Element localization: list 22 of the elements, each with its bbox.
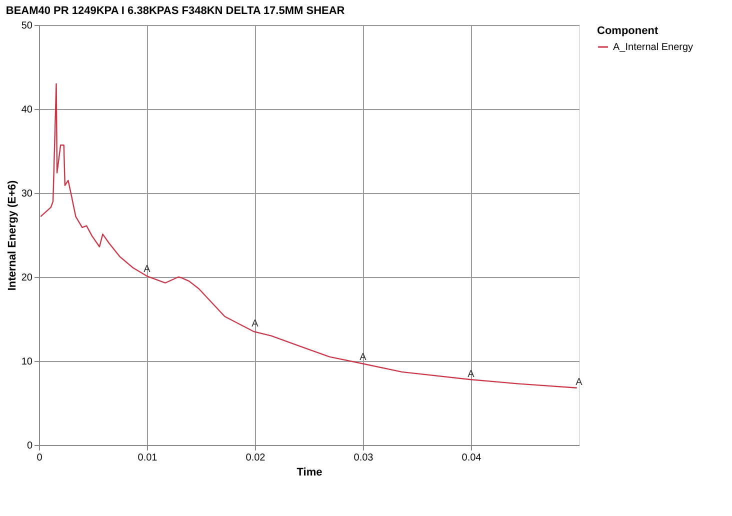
annotation: A <box>576 377 583 388</box>
y-tick-label: 40 <box>21 104 33 116</box>
y-tick-label: 0 <box>26 440 33 452</box>
line-series <box>40 83 578 388</box>
y-tick-label: 30 <box>21 188 33 200</box>
chart-title: BEAM40 PR 1249KPA I 6.38KPAS F348KN DELTA 17.5MM SHEAR <box>6 5 345 17</box>
legend-label: A_Internal Energy <box>613 42 694 53</box>
x-tick-label: 0.01 <box>138 452 158 464</box>
x-tick-label: 0.04 <box>462 452 482 464</box>
y-tick-label: 20 <box>21 272 33 284</box>
x-tick-label: 0 <box>36 452 43 464</box>
annotation: A <box>144 264 151 275</box>
legend-title: Component <box>597 25 658 37</box>
y-axis-title: Internal Energy (E+6) <box>6 180 18 291</box>
x-tick-label: 0.02 <box>246 452 266 464</box>
x-tick-label: 0.03 <box>354 452 374 464</box>
annotation: A <box>360 352 367 363</box>
annotation: A <box>468 368 475 380</box>
x-axis-title: Time <box>296 466 322 478</box>
y-tick-label: 50 <box>21 20 33 32</box>
annotation: A <box>252 318 259 330</box>
y-tick-label: 10 <box>21 356 33 368</box>
